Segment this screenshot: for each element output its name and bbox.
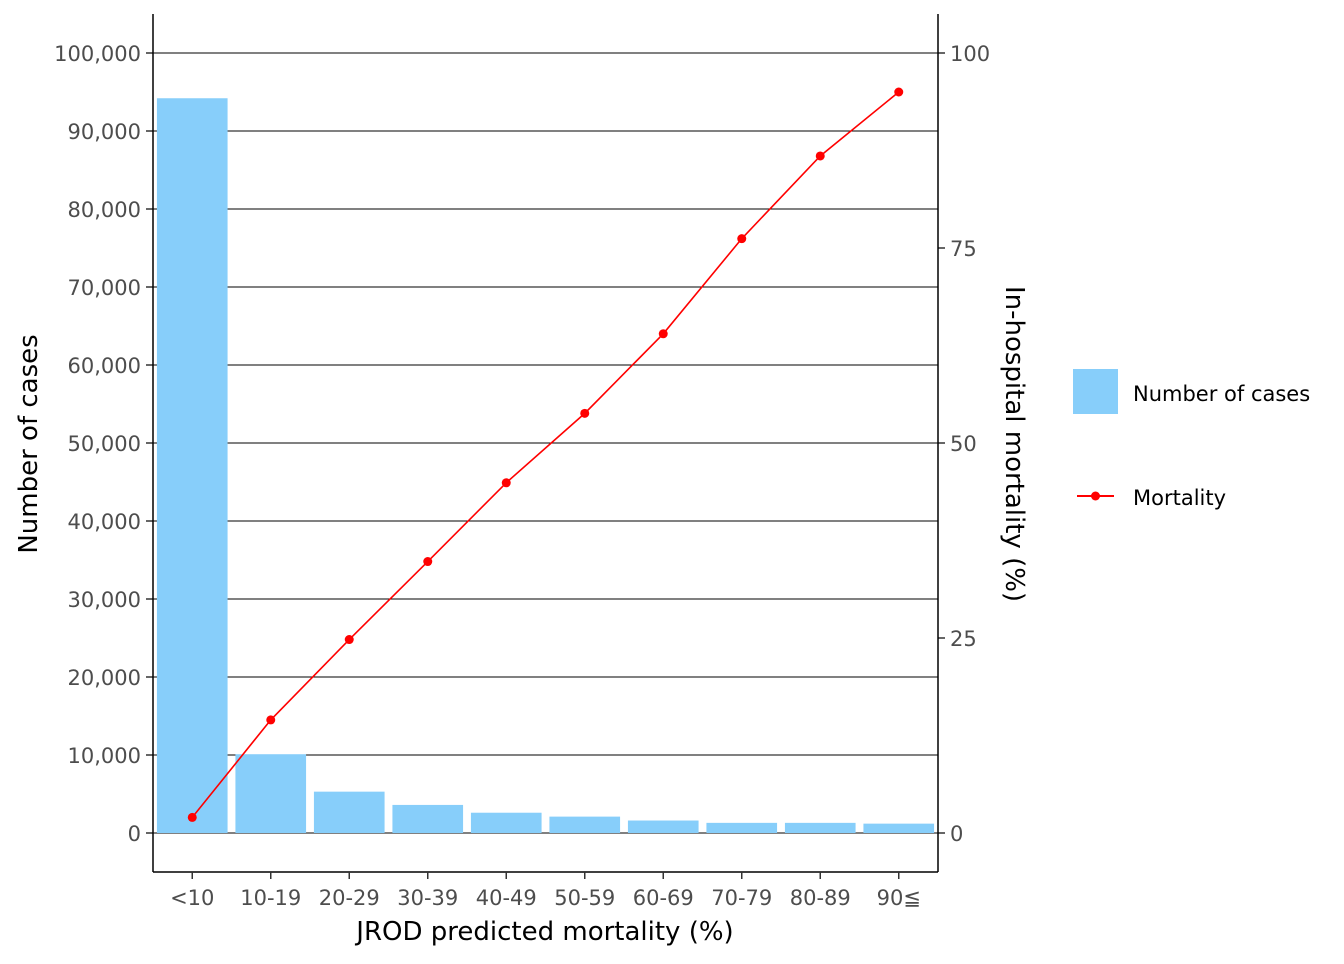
- mortality-polyline: [191, 91, 900, 818]
- x-tick-label: 80-89: [790, 886, 851, 910]
- x-tick-label: <10: [170, 886, 214, 910]
- bar-<10: [156, 98, 228, 834]
- y-tick-label: 30,000: [68, 588, 141, 612]
- y-tick-label: 0: [128, 822, 141, 846]
- y2-tick-label: 25: [950, 627, 977, 651]
- legend-key-mortality-point: [1091, 491, 1100, 501]
- x-tick-label: 40-49: [476, 886, 537, 910]
- y-tick-label: 40,000: [68, 510, 141, 534]
- mortality-point: [580, 408, 590, 418]
- x-tick-label: 20-29: [319, 886, 380, 910]
- y-tick-label: 70,000: [68, 276, 141, 300]
- x-tick-label: 70-79: [711, 886, 772, 910]
- mortality-point: [501, 478, 511, 488]
- x-tick-label: 90≦: [877, 886, 921, 910]
- bar-80-89: [784, 822, 856, 833]
- mortality-point: [344, 635, 354, 645]
- y-tick-label: 10,000: [68, 744, 141, 768]
- y-tick-label: 90,000: [68, 120, 141, 144]
- bar-90≦: [863, 823, 935, 833]
- y-tick-label: 100,000: [54, 42, 141, 66]
- axes: 0 10,000 20,000 30,000 40,000 50,000 60,000 70,…: [54, 14, 990, 910]
- bar-20-29: [313, 791, 385, 833]
- bar-40-49: [470, 812, 542, 833]
- y2-axis-title: In-hospital mortality (%): [999, 286, 1029, 602]
- mortality-line: [187, 87, 904, 822]
- mortality-point: [737, 234, 747, 244]
- bar-70-79: [706, 822, 778, 833]
- mortality-point: [658, 329, 668, 339]
- y-tick-label: 60,000: [68, 354, 141, 378]
- y-axis-title: Number of cases: [14, 334, 44, 553]
- y2-tick-label: 0: [950, 822, 963, 846]
- y2-tick-label: 75: [950, 237, 977, 261]
- bars: [156, 98, 935, 834]
- bar-50-59: [549, 816, 621, 833]
- x-tick-label: 10-19: [240, 886, 301, 910]
- mortality-point: [894, 87, 904, 97]
- legend: Number of cases Mortality: [1073, 369, 1310, 510]
- bar-10-19: [235, 754, 307, 833]
- bar-30-39: [392, 804, 464, 833]
- y-tick-label: 50,000: [68, 432, 141, 456]
- x-tick-label: 30-39: [397, 886, 458, 910]
- y2-tick-label: 50: [950, 432, 977, 456]
- y2-tick-label: 100: [950, 42, 990, 66]
- x-axis-title: JROD predicted mortality (%): [354, 917, 733, 947]
- legend-label-mortality: Mortality: [1133, 486, 1226, 510]
- legend-label-cases: Number of cases: [1133, 382, 1310, 406]
- bar-60-69: [627, 820, 699, 833]
- x-tick-label: 50-59: [554, 886, 615, 910]
- y-tick-label: 20,000: [68, 666, 141, 690]
- mortality-point: [815, 151, 825, 161]
- x-tick-label: 60-69: [633, 886, 694, 910]
- legend-key-cases: [1073, 369, 1118, 414]
- y-tick-label: 80,000: [68, 198, 141, 222]
- mortality-point: [266, 715, 276, 725]
- mortality-point: [423, 557, 433, 567]
- mortality-point: [187, 812, 197, 822]
